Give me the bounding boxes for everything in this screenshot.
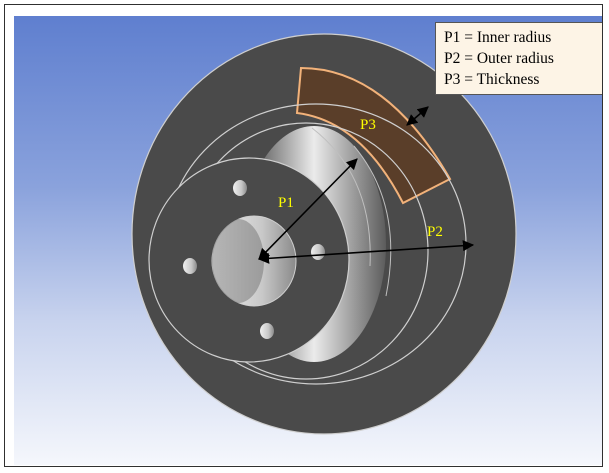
- brake-disc-model: P1 P2 P3: [131, 33, 517, 435]
- legend-item-p3: P3 = Thickness: [444, 71, 540, 88]
- bolt-hole: [183, 258, 197, 274]
- figure-frame: P1 P2 P3 P1 = Inner radius P2 = Outer ra…: [4, 4, 603, 467]
- p1-label: P1: [278, 195, 294, 211]
- thickness-arrow: [406, 106, 429, 126]
- parameter-legend: P1 = Inner radius P2 = Outer radius P3 =…: [435, 22, 602, 95]
- thickness-region: [295, 66, 452, 205]
- bolt-hole: [233, 180, 247, 196]
- legend-item-p2: P2 = Outer radius: [444, 50, 554, 67]
- bolt-hole: [260, 323, 274, 339]
- p2-label: P2: [427, 224, 443, 240]
- p3-label: P3: [360, 117, 376, 133]
- bolt-hole: [311, 244, 325, 260]
- outer-radius-arrow: [257, 240, 475, 264]
- center-bore-shadow: [212, 219, 264, 303]
- legend-item-p1: P1 = Inner radius: [444, 29, 552, 46]
